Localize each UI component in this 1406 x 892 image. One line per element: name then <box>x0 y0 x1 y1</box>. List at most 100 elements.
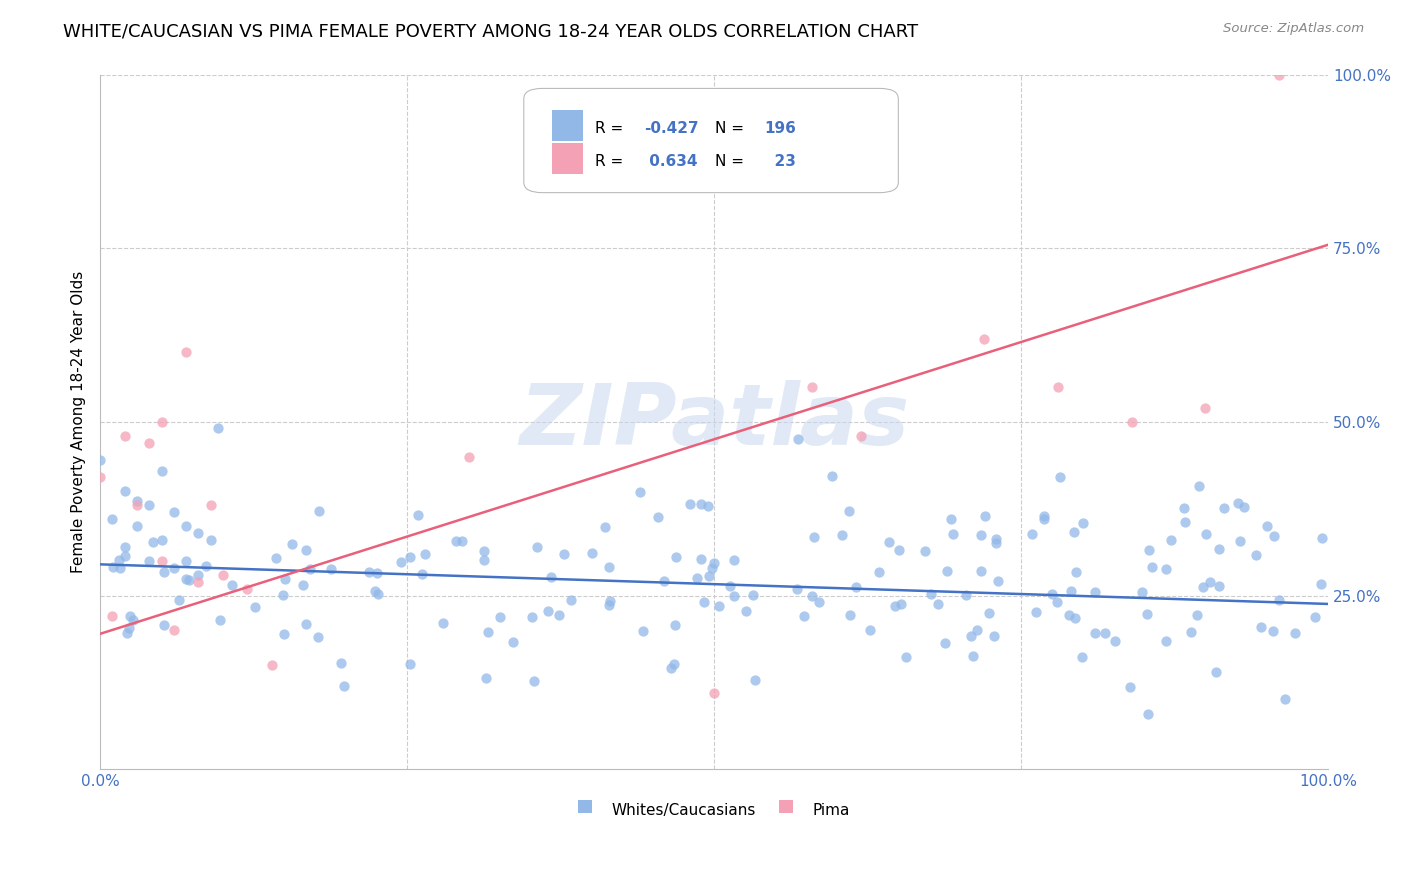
Point <box>690 552 713 566</box>
Point <box>432 616 454 631</box>
Point <box>598 560 620 574</box>
Point <box>1119 680 1142 694</box>
Point <box>877 535 900 549</box>
Point <box>89 470 111 484</box>
Point <box>1233 500 1256 514</box>
Point <box>1084 626 1107 640</box>
Point <box>540 570 562 584</box>
Point <box>581 546 603 560</box>
Point <box>153 618 176 632</box>
Point <box>150 554 173 568</box>
Bar <box>553 143 582 174</box>
Point <box>298 562 321 576</box>
Point <box>679 497 702 511</box>
Point <box>163 624 186 638</box>
Point <box>1274 691 1296 706</box>
Point <box>889 543 911 558</box>
Point <box>787 432 810 446</box>
Text: 23: 23 <box>765 153 796 169</box>
Point <box>693 595 716 609</box>
Bar <box>553 110 582 141</box>
Point <box>1046 380 1069 394</box>
Point <box>987 574 1010 588</box>
Point <box>1250 620 1272 634</box>
Text: N =: N = <box>716 121 749 136</box>
Point <box>153 566 176 580</box>
Point <box>114 429 136 443</box>
Point <box>101 512 124 526</box>
Point <box>1064 566 1087 580</box>
Point <box>138 554 160 568</box>
Point <box>236 582 259 596</box>
Point <box>1199 574 1222 589</box>
Point <box>1060 583 1083 598</box>
Text: Source: ZipAtlas.com: Source: ZipAtlas.com <box>1223 22 1364 36</box>
Point <box>702 560 724 574</box>
Point <box>357 565 380 579</box>
Point <box>264 551 287 566</box>
Point <box>1046 595 1069 609</box>
Point <box>983 629 1005 643</box>
Point <box>163 505 186 519</box>
Point <box>896 650 918 665</box>
Point <box>741 588 763 602</box>
Point <box>1063 525 1085 540</box>
Point <box>89 453 111 467</box>
Point <box>723 553 745 567</box>
Point <box>208 613 231 627</box>
Point <box>406 508 429 522</box>
Point <box>1208 579 1230 593</box>
Point <box>273 627 295 641</box>
Point <box>1136 607 1159 621</box>
Point <box>1094 626 1116 640</box>
Point <box>138 498 160 512</box>
Point <box>1154 561 1177 575</box>
Point <box>1226 496 1249 510</box>
Point <box>939 512 962 526</box>
Point <box>367 587 389 601</box>
Point <box>599 593 621 607</box>
Point <box>1229 534 1251 549</box>
Point <box>553 547 575 561</box>
Point <box>659 661 682 675</box>
Point <box>821 469 844 483</box>
Point <box>457 450 479 464</box>
Point <box>474 552 496 566</box>
Point <box>295 543 318 558</box>
Point <box>101 560 124 574</box>
Point <box>703 686 725 700</box>
Point <box>114 549 136 563</box>
Text: R =: R = <box>595 121 628 136</box>
Point <box>868 565 890 579</box>
Point <box>633 624 655 638</box>
Point <box>1033 509 1056 524</box>
Point <box>723 589 745 603</box>
Point <box>1174 515 1197 529</box>
Point <box>707 599 730 613</box>
Point <box>664 617 686 632</box>
Point <box>1084 585 1107 599</box>
Point <box>260 658 283 673</box>
Point <box>329 657 352 671</box>
Point <box>450 534 472 549</box>
Point <box>1256 518 1278 533</box>
Point <box>966 623 988 637</box>
Point <box>1140 559 1163 574</box>
FancyBboxPatch shape <box>524 88 898 193</box>
Point <box>446 533 468 548</box>
Point <box>177 573 200 587</box>
Point <box>793 609 815 624</box>
Point <box>986 532 1008 546</box>
Point <box>477 625 499 640</box>
Point <box>399 549 422 564</box>
Point <box>1284 625 1306 640</box>
Point <box>960 629 983 643</box>
Point <box>686 571 709 585</box>
Text: R =: R = <box>595 153 628 169</box>
Point <box>1261 624 1284 638</box>
Point <box>174 572 197 586</box>
Point <box>537 604 560 618</box>
Point <box>174 554 197 568</box>
Point <box>1194 527 1216 541</box>
Point <box>1130 585 1153 599</box>
